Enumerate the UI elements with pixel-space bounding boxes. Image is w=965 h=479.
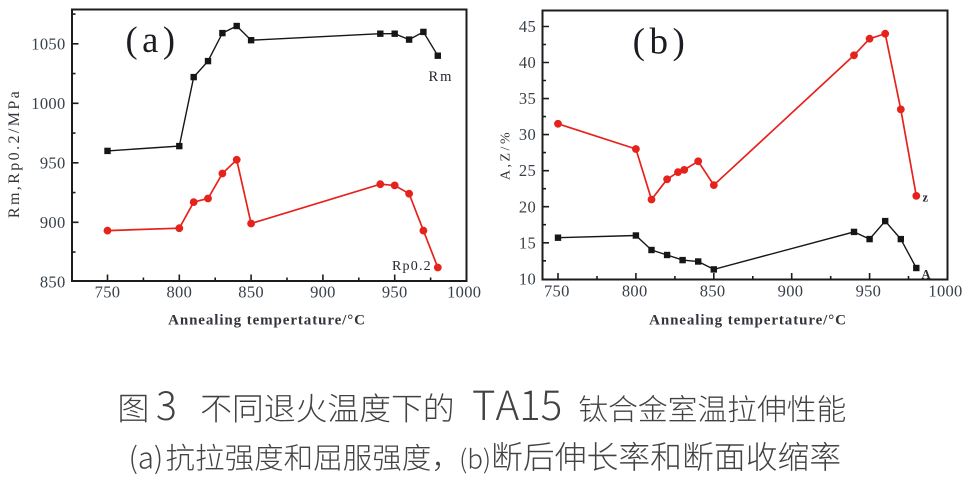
svg-text:950: 950 [382,283,408,302]
svg-text:900: 900 [778,282,804,301]
svg-text:750: 750 [95,283,121,302]
svg-text:850: 850 [40,272,66,291]
svg-text:30: 30 [519,125,536,144]
svg-text:z: z [923,191,929,205]
svg-text:800: 800 [166,283,192,302]
svg-text:850: 850 [700,282,726,301]
svg-text:850: 850 [238,283,264,302]
svg-text:1000: 1000 [928,282,962,301]
svg-text:10: 10 [519,269,536,288]
svg-text:800: 800 [622,282,648,301]
svg-text:A: A [922,267,931,281]
svg-text:Annealing tempertature/°C: Annealing tempertature/°C [168,313,366,329]
svg-text:20: 20 [519,197,536,216]
svg-text:35: 35 [519,89,536,108]
svg-text:950: 950 [40,153,66,172]
svg-text:(a): (a) [125,19,179,60]
svg-text:Rm,Rp0.2/MPa: Rm,Rp0.2/MPa [6,89,23,218]
svg-text:1000: 1000 [447,283,481,302]
svg-text:A,Z/%: A,Z/% [499,130,514,180]
svg-text:40: 40 [519,53,536,72]
svg-text:Rp0.2: Rp0.2 [392,259,432,274]
svg-text:(b): (b) [633,22,690,63]
svg-text:750: 750 [544,282,570,301]
svg-text:950: 950 [856,282,882,301]
svg-text:15: 15 [519,233,536,252]
svg-text:1000: 1000 [31,94,65,113]
svg-text:Rm: Rm [429,69,454,85]
svg-text:900: 900 [310,283,336,302]
svg-text:900: 900 [40,213,66,232]
svg-text:45: 45 [519,17,536,36]
svg-text:Annealing tempertature/°C: Annealing tempertature/°C [649,313,847,329]
svg-text:25: 25 [519,161,536,180]
svg-text:1050: 1050 [31,34,65,53]
